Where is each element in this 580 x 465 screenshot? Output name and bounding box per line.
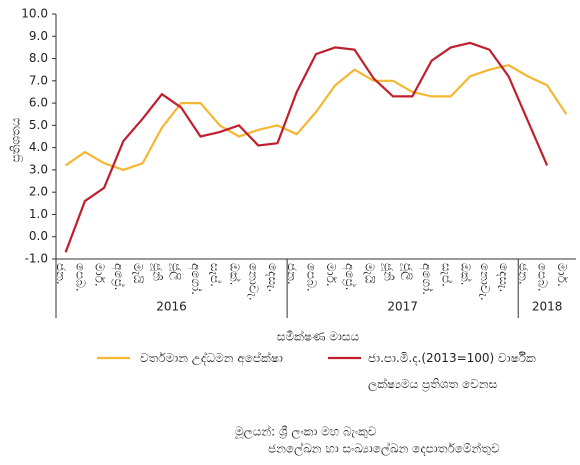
x-tick-label: ජූලි — [400, 263, 415, 280]
x-tick-label: මාර්. — [93, 263, 107, 287]
x-tick-label: පෙබ. — [536, 263, 550, 292]
x-tick-label: පෙබ. — [305, 263, 319, 292]
x-tick-label: අප්‍රේ. — [111, 263, 126, 291]
x-tick-label: මාර්. — [324, 263, 338, 287]
y-axis-label: ප්‍රතිශතය — [9, 117, 24, 162]
y-tick-label: 9.0 — [29, 29, 48, 43]
x-tick-label: දෙසැ. — [497, 263, 511, 292]
y-tick-label: 0.0 — [29, 229, 48, 243]
y-tick-label: 10.0 — [21, 7, 48, 21]
x-tick-label: ජූනි — [381, 263, 396, 281]
series-line — [64, 41, 549, 253]
x-tick-label: අගෝ. — [188, 263, 203, 295]
x-tick-label: මැයි — [131, 263, 145, 284]
year-label: 2016 — [156, 300, 187, 314]
year-label: 2018 — [532, 300, 563, 314]
legend-label: ජා.පා.මි.ද.(2013=100) වාර්ෂික ලක්ෂ්‍යමය … — [368, 351, 536, 391]
y-tick-label: 1.0 — [29, 207, 48, 221]
y-tick-label: -1.0 — [25, 252, 48, 266]
y-tick-label: 8.0 — [29, 51, 48, 65]
x-tick-label: මැයි — [362, 263, 376, 284]
source: ජනලේඛන හා සංඛ්‍යාලේඛන දෙපාර්තමේන්තුව — [268, 441, 500, 456]
y-tick-label: 3.0 — [29, 162, 48, 176]
y-tick-label: 5.0 — [29, 118, 48, 132]
y-tick-label: 2.0 — [29, 185, 48, 199]
x-tick-label: ජන. — [54, 263, 68, 285]
x-tick-label: ජන. — [516, 263, 530, 285]
y-tick-label: 4.0 — [29, 140, 48, 154]
x-tick-label: ජන. — [285, 263, 299, 285]
x-tick-label: සැප්. — [439, 263, 453, 287]
x-tick-label: ජූනි — [150, 263, 165, 281]
y-tick-label: 6.0 — [29, 96, 48, 110]
y-tick-label: 7.0 — [29, 73, 48, 87]
x-tick-label: දෙසැ. — [266, 263, 280, 292]
x-tick-label: අප්‍රේ. — [342, 263, 357, 291]
source: මූලයන්: ශ්‍රී ලංකා මහ බැංකුව — [235, 424, 377, 439]
x-tick-label: අගෝ. — [419, 263, 434, 295]
x-tick-label: නොවැ. — [247, 263, 261, 301]
legend-label: වර්තමාන උද්ධමන අපේක්ෂා — [140, 351, 283, 365]
x-tick-label: ජූලි — [169, 263, 184, 280]
x-tick-label: නොවැ. — [478, 263, 492, 301]
x-tick-label: ඔක්. — [459, 263, 473, 285]
x-tick-label: සැප්. — [208, 263, 222, 287]
year-label: 2017 — [387, 300, 418, 314]
x-tick-label: මාර්. — [555, 263, 569, 287]
x-tick-label: පෙබ. — [73, 263, 87, 292]
series-line — [65, 64, 568, 172]
x-axis-label: සමීක්ෂණ මාසය — [277, 329, 360, 343]
x-tick-label: ඔක්. — [227, 263, 241, 285]
